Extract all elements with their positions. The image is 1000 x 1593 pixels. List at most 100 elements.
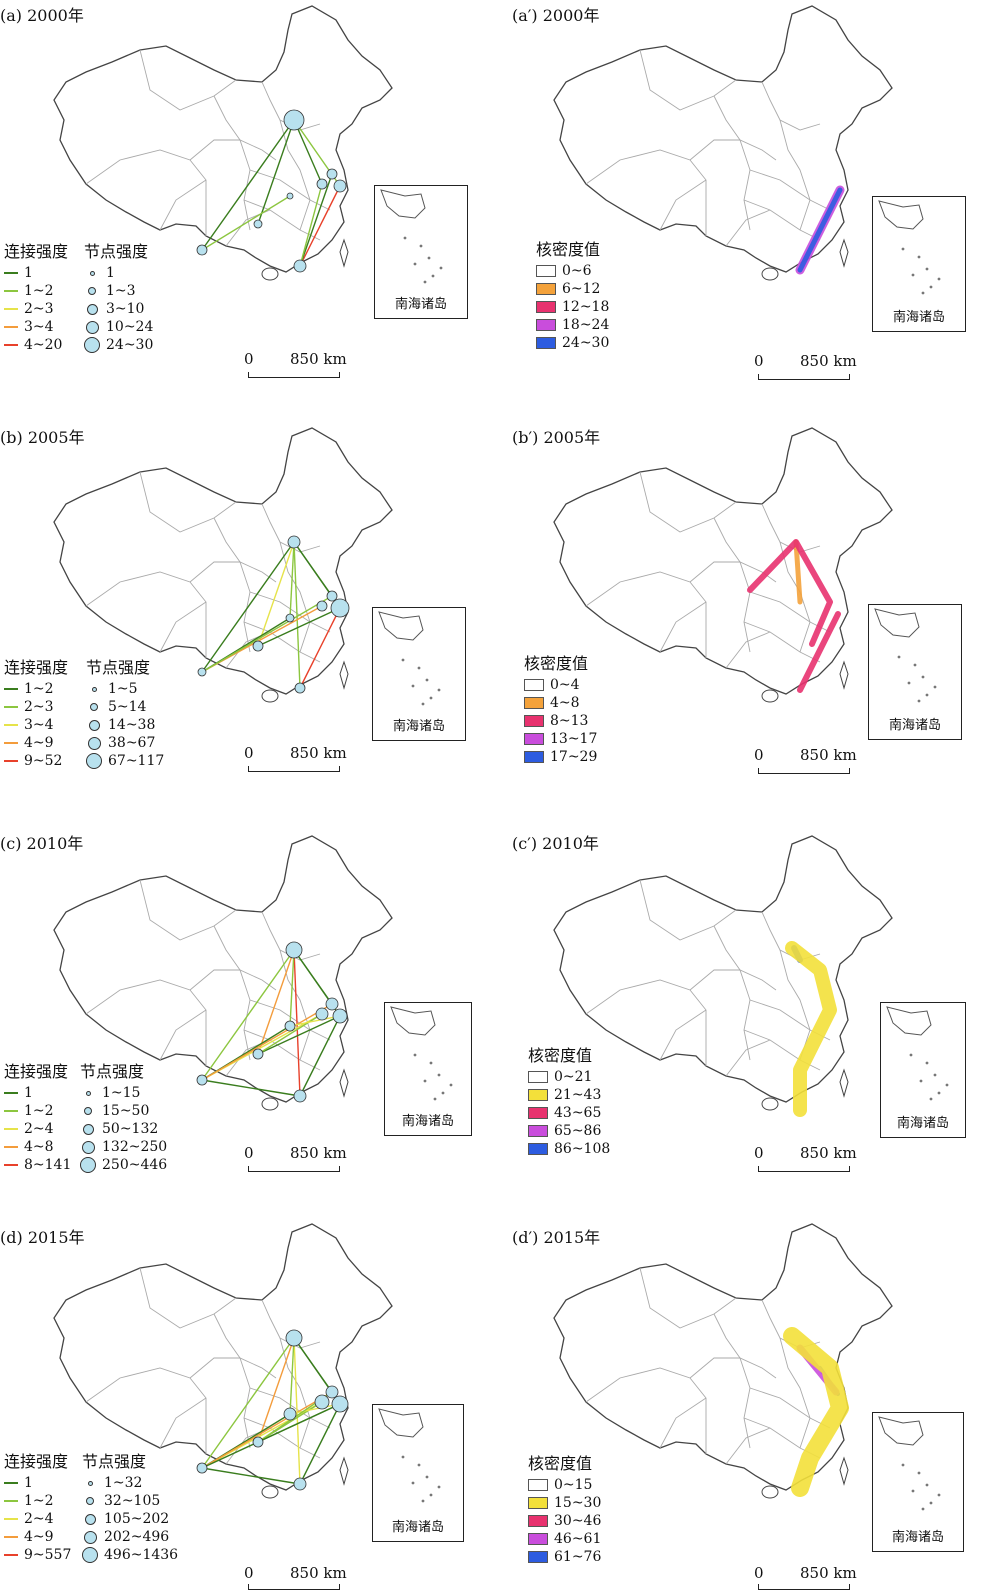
legend-item: 1~32 [82, 1474, 178, 1492]
network-node [326, 168, 338, 180]
legend-label: 24~30 [106, 337, 154, 353]
scale-line [248, 1166, 340, 1172]
inset-map [886, 1006, 949, 1101]
inset-island [929, 1501, 933, 1505]
inset-label: 南海诸岛 [892, 310, 945, 325]
legend-item: 496~1436 [82, 1546, 178, 1564]
legend-node-swatch [91, 686, 97, 692]
legend-node-swatch [84, 1513, 96, 1525]
scale-line [248, 372, 340, 378]
taiwan-island [339, 660, 349, 690]
link-strength-legend: 连接强度 1 1~2 2~3 3~4 4~20 [4, 238, 68, 354]
legend-item: 32~105 [82, 1492, 178, 1510]
hainan-island [761, 689, 779, 703]
inset-island [423, 280, 427, 284]
network-link [201, 595, 333, 673]
link-strength-legend: 连接强度 1 1~2 2~4 4~9 9~557 [4, 1448, 71, 1564]
legend-line-swatch [4, 724, 18, 726]
panel-title: (c) 2010年 [0, 834, 84, 853]
inset-island [911, 273, 915, 277]
province-boundary [659, 179, 707, 231]
legend-color-swatch [528, 1497, 548, 1509]
network-link [299, 185, 341, 267]
legend-label: 4~9 [24, 1529, 54, 1545]
scale-zero: 0 [244, 1144, 254, 1162]
province-boundary [213, 1313, 251, 1449]
province-boundary [159, 1397, 207, 1449]
network-link [257, 1015, 341, 1055]
legend-color-swatch [536, 337, 556, 349]
inset-island [945, 1083, 949, 1087]
legend-item: 15~50 [80, 1102, 167, 1120]
scale-zero: 0 [244, 744, 254, 762]
network-node [333, 179, 347, 193]
legend-item: 13~17 [524, 730, 597, 748]
inset-island [431, 274, 435, 278]
legend-item: 2~4 [4, 1120, 71, 1138]
network-node [285, 1329, 303, 1347]
legend-label: 4~8 [550, 695, 580, 711]
legend-label: 0~15 [554, 1477, 593, 1493]
network-link [289, 1403, 341, 1415]
legend-item: 8~13 [524, 712, 597, 730]
scale-bar: 0 850 km [754, 1564, 864, 1592]
legend-label: 8~13 [550, 713, 589, 729]
legend-node-swatch [80, 1157, 96, 1173]
legend-item: 1 [4, 1084, 71, 1102]
legend-node-swatch [89, 270, 95, 276]
inset-island [937, 277, 941, 281]
province-boundary [713, 1313, 751, 1449]
panel-title: (c′) 2010年 [512, 834, 599, 853]
legend-item: 9~52 [4, 752, 68, 770]
network-node [252, 1048, 264, 1060]
legend-item: 38~67 [86, 734, 164, 752]
legend-label: 30~46 [554, 1513, 602, 1529]
inset-map [380, 189, 443, 284]
network-link [257, 119, 295, 225]
legend-item: 1~2 [4, 282, 68, 300]
legend-item: 14~38 [86, 716, 164, 734]
network-link [299, 173, 333, 267]
legend-item: 3~10 [84, 300, 153, 318]
network-node [196, 1074, 208, 1086]
legend-label: 0~21 [554, 1069, 593, 1085]
hainan-island [761, 267, 779, 281]
legend-node-swatch [88, 287, 96, 295]
legend-item: 46~61 [528, 1530, 601, 1548]
scale-value: 850 km [290, 1564, 347, 1582]
inset-island [437, 688, 441, 692]
taiwan-island [339, 1456, 349, 1486]
legend-title: 核密度值 [536, 240, 601, 259]
scale-zero: 0 [244, 350, 254, 368]
network-node [285, 941, 303, 959]
legend-label: 43~65 [554, 1105, 602, 1121]
legend-color-swatch [524, 733, 544, 745]
scale-zero: 0 [244, 1564, 254, 1582]
province-boundary [725, 1427, 771, 1465]
province-boundary [725, 631, 771, 669]
legend-line-swatch [4, 290, 18, 292]
panel-title: (a) 2000年 [0, 6, 84, 25]
legend-label: 5~14 [108, 699, 147, 715]
kernel-density-legend: 核密度值 0~15 15~30 30~46 46~61 61~76 [528, 1450, 601, 1566]
inset-map [378, 611, 441, 706]
legend-line-swatch [4, 1128, 18, 1130]
legend-color-swatch [524, 697, 544, 709]
link-strength-legend: 连接强度 1 1~2 2~4 4~8 8~141 [4, 1058, 71, 1174]
legend-line-swatch [4, 1518, 18, 1520]
legend-title: 节点强度 [86, 658, 151, 677]
province-boundary [139, 49, 237, 111]
scale-bar: 0 850 km [244, 744, 354, 774]
scale-bar: 0 850 km [244, 1144, 354, 1174]
scale-zero: 0 [754, 1564, 764, 1582]
network-link [289, 949, 295, 1027]
network-node [284, 1020, 296, 1032]
legend-color-swatch [536, 265, 556, 277]
scale-value: 850 km [800, 746, 857, 764]
inset-coast [886, 1006, 932, 1036]
network-link [201, 1079, 301, 1097]
network-node [252, 640, 264, 652]
legend-color-swatch [528, 1125, 548, 1137]
legend-label: 250~446 [102, 1157, 168, 1173]
province-boundary [279, 119, 311, 231]
